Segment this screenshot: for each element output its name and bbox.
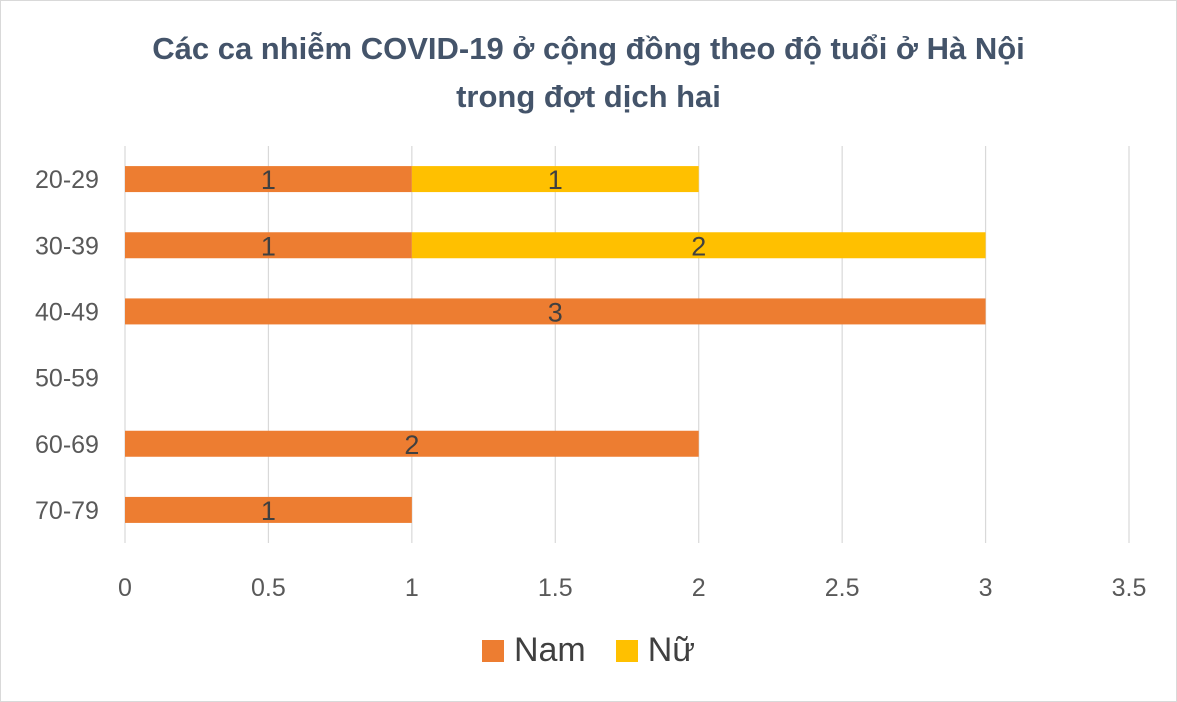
x-tick-label: 1 xyxy=(405,574,419,602)
chart-legend: Nam Nữ xyxy=(1,631,1176,670)
legend-swatch-nam xyxy=(481,639,504,662)
category-label: 50-59 xyxy=(35,365,99,393)
data-label: 1 xyxy=(261,231,276,261)
chart-title-line1: Các ca nhiễm COVID-19 ở cộng đồng theo đ… xyxy=(152,31,1025,66)
x-tick-label: 0 xyxy=(118,574,132,602)
x-tick-label: 0.5 xyxy=(251,574,286,602)
legend-label-nu: Nữ xyxy=(647,631,696,669)
category-label: 40-49 xyxy=(35,298,99,326)
bar-segment xyxy=(125,430,699,457)
chart-plot: 0 0.5 1 1.5 2 2.5 3 3.5 20-29 1 1 30-39 1 2 40-49 3 50-5… xyxy=(35,146,1147,602)
data-label: 2 xyxy=(691,231,706,261)
bar-segment xyxy=(411,166,699,193)
category-label: 70-79 xyxy=(35,497,99,525)
legend-swatch-nu xyxy=(615,639,638,662)
category-label: 30-39 xyxy=(35,232,99,260)
legend-item-nu: Nữ xyxy=(615,631,696,670)
data-label: 1 xyxy=(548,165,563,195)
category-label: 20-29 xyxy=(35,166,99,194)
legend-label-nam: Nam xyxy=(513,631,586,669)
bar-segment xyxy=(125,496,412,523)
bar-segment xyxy=(125,298,986,325)
x-tick-label: 2 xyxy=(692,574,706,602)
x-tick-label: 1.5 xyxy=(538,574,573,602)
data-label: 2 xyxy=(404,430,419,460)
data-label: 1 xyxy=(261,496,276,526)
chart-title: Các ca nhiễm COVID-19 ở cộng đồng theo đ… xyxy=(1,25,1176,121)
bar-segment xyxy=(411,232,986,259)
x-tick-label: 3.5 xyxy=(1112,574,1147,602)
bar-segment xyxy=(125,232,412,259)
data-label: 3 xyxy=(548,297,563,327)
bar-segment xyxy=(125,166,412,193)
x-tick-label: 2.5 xyxy=(825,574,860,602)
legend-item-nam: Nam xyxy=(481,631,586,670)
category-label: 60-69 xyxy=(35,431,99,459)
data-label: 1 xyxy=(261,165,276,195)
x-tick-label: 3 xyxy=(979,574,993,602)
chart-title-line2: trong đợt dịch hai xyxy=(456,79,721,114)
